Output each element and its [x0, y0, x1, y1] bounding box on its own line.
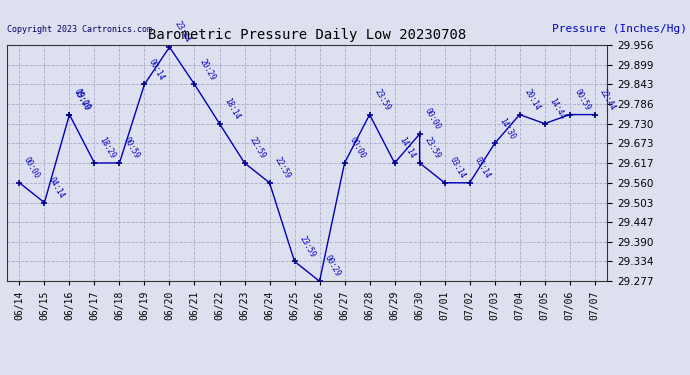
Text: 23:44: 23:44	[172, 20, 192, 44]
Text: 03:14: 03:14	[473, 156, 492, 180]
Text: 18:29: 18:29	[97, 136, 117, 160]
Text: 00:14: 00:14	[147, 57, 166, 81]
Text: 22:59: 22:59	[247, 136, 266, 160]
Text: Pressure (Inches/Hg): Pressure (Inches/Hg)	[551, 24, 687, 34]
Text: 14:14: 14:14	[397, 136, 417, 160]
Text: 23:59: 23:59	[373, 87, 392, 112]
Text: 22:59: 22:59	[273, 156, 292, 180]
Title: Barometric Pressure Daily Low 20230708: Barometric Pressure Daily Low 20230708	[148, 28, 466, 42]
Text: 14:44: 14:44	[547, 96, 566, 121]
Text: 00:59: 00:59	[122, 136, 141, 160]
Text: 00:00: 00:00	[347, 136, 366, 160]
Text: 19:29: 19:29	[72, 87, 92, 112]
Text: 14:30: 14:30	[497, 116, 517, 141]
Text: 23:59: 23:59	[297, 234, 317, 259]
Text: 23:59: 23:59	[422, 136, 442, 160]
Text: 20:14: 20:14	[522, 87, 542, 112]
Text: 03:14: 03:14	[447, 156, 466, 180]
Text: 04:14: 04:14	[47, 175, 66, 200]
Text: Copyright 2023 Cartronics.com: Copyright 2023 Cartronics.com	[7, 25, 152, 34]
Text: 00:00: 00:00	[422, 107, 442, 131]
Text: 18:14: 18:14	[222, 96, 242, 121]
Text: 20:29: 20:29	[197, 57, 217, 81]
Text: 00:59: 00:59	[573, 87, 592, 112]
Text: 05:00: 05:00	[72, 87, 92, 112]
Text: 22:44: 22:44	[598, 87, 617, 112]
Text: 00:00: 00:00	[22, 156, 41, 180]
Text: 00:29: 00:29	[322, 254, 342, 279]
